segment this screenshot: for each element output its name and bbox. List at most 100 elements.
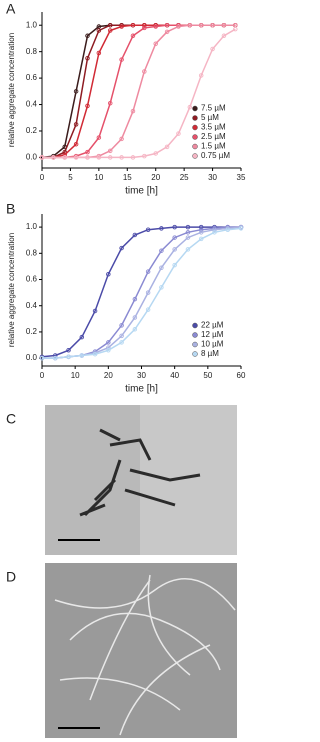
data-point [53, 355, 58, 361]
x-tick-label: 35 [237, 173, 246, 182]
data-point [107, 28, 113, 33]
data-point [198, 22, 204, 28]
micrograph-d [45, 563, 237, 738]
data-point [85, 149, 90, 155]
data-point [187, 22, 193, 28]
legend-marker [192, 351, 198, 357]
data-point [73, 122, 79, 127]
data-point [51, 155, 56, 160]
data-point [176, 24, 181, 29]
data-point [172, 235, 177, 240]
legend-label: 5 µM [201, 113, 219, 122]
figure: C D A 0.0 0.2 0.4 0.6 0.8 1.0 0 5 10 15 20 25 30 35 tim… [6, 1, 246, 738]
x-tick-label: 5 [68, 173, 73, 182]
data-point [187, 104, 193, 110]
data-point [66, 354, 71, 360]
y-tick-label: 0.6 [26, 73, 38, 82]
data-point [238, 226, 244, 231]
micrograph-region [140, 405, 237, 555]
data-point [96, 50, 102, 56]
y-tick-label: 1.0 [26, 20, 38, 29]
data-point [145, 227, 151, 232]
data-point [159, 226, 164, 231]
data-point [172, 247, 177, 252]
data-point [210, 22, 215, 28]
data-point [92, 308, 98, 314]
x-tick-label: 0 [40, 371, 45, 380]
y-tick-label: 0.8 [26, 248, 38, 257]
data-point [119, 24, 124, 29]
x-tick-label: 25 [180, 173, 189, 182]
x-tick-label: 40 [170, 371, 179, 380]
x-tick-label: 20 [151, 173, 160, 182]
fit-line [41, 226, 241, 358]
data-point [119, 340, 124, 345]
data-point [132, 232, 138, 238]
data-point [66, 348, 71, 353]
legend-label: 7.5 µM [201, 104, 226, 113]
data-point [73, 141, 79, 147]
data-point [119, 136, 124, 142]
x-axis-label: time [h] [125, 384, 158, 395]
data-point [185, 224, 191, 230]
data-point [221, 33, 227, 39]
y-tick-label: 0.0 [26, 153, 38, 162]
data-point [119, 155, 124, 160]
data-point [39, 355, 45, 361]
data-point [132, 315, 138, 320]
data-point [85, 56, 90, 61]
data-point [119, 57, 124, 62]
data-point [159, 265, 164, 270]
data-point [145, 290, 151, 295]
data-point [73, 155, 79, 160]
legend-marker [192, 105, 198, 112]
data-point [107, 148, 113, 154]
data-point [142, 22, 147, 28]
data-point [198, 230, 204, 235]
data-point [79, 334, 85, 340]
data-point [212, 230, 217, 235]
data-point [62, 155, 67, 160]
data-point [198, 236, 204, 242]
data-point [233, 26, 238, 32]
data-point [130, 108, 136, 114]
fit-line [42, 227, 242, 359]
data-point [164, 29, 170, 35]
data-point [185, 230, 191, 235]
legend-label: 22 µM [201, 321, 224, 330]
y-tick-label: 1.0 [26, 222, 38, 231]
data-point [130, 155, 136, 160]
data-point [172, 262, 177, 268]
data-point [153, 41, 158, 46]
data-point [142, 153, 147, 159]
legend-marker [192, 322, 198, 329]
x-axis-label: time [h] [125, 186, 158, 197]
data-point [96, 28, 102, 33]
legend-marker [192, 332, 198, 338]
data-point [85, 103, 90, 109]
data-point [164, 22, 170, 28]
x-tick-label: 10 [94, 173, 103, 182]
legend-label: 1.5 µM [201, 142, 226, 151]
data-point [107, 155, 113, 160]
y-axis-label: relative aggregate concentration [7, 233, 16, 347]
legend-label: 8 µM [201, 349, 219, 358]
data-point [221, 22, 227, 28]
data-point [185, 247, 191, 252]
x-tick-label: 50 [203, 371, 212, 380]
legend-marker [192, 341, 198, 348]
data-point [159, 285, 164, 290]
x-tick-label: 20 [104, 371, 113, 380]
data-point [185, 235, 191, 240]
x-tick-label: 10 [71, 371, 80, 380]
data-point [198, 227, 204, 232]
data-point [164, 144, 170, 150]
x-tick-label: 15 [123, 173, 132, 182]
data-point [172, 224, 177, 230]
legend-label: 12 µM [201, 330, 224, 339]
legend-label: 10 µM [201, 340, 224, 349]
panel-label: D [6, 569, 16, 585]
data-point [107, 100, 113, 106]
x-tick-label: 30 [208, 173, 217, 182]
y-tick-label: 0.4 [26, 100, 38, 109]
